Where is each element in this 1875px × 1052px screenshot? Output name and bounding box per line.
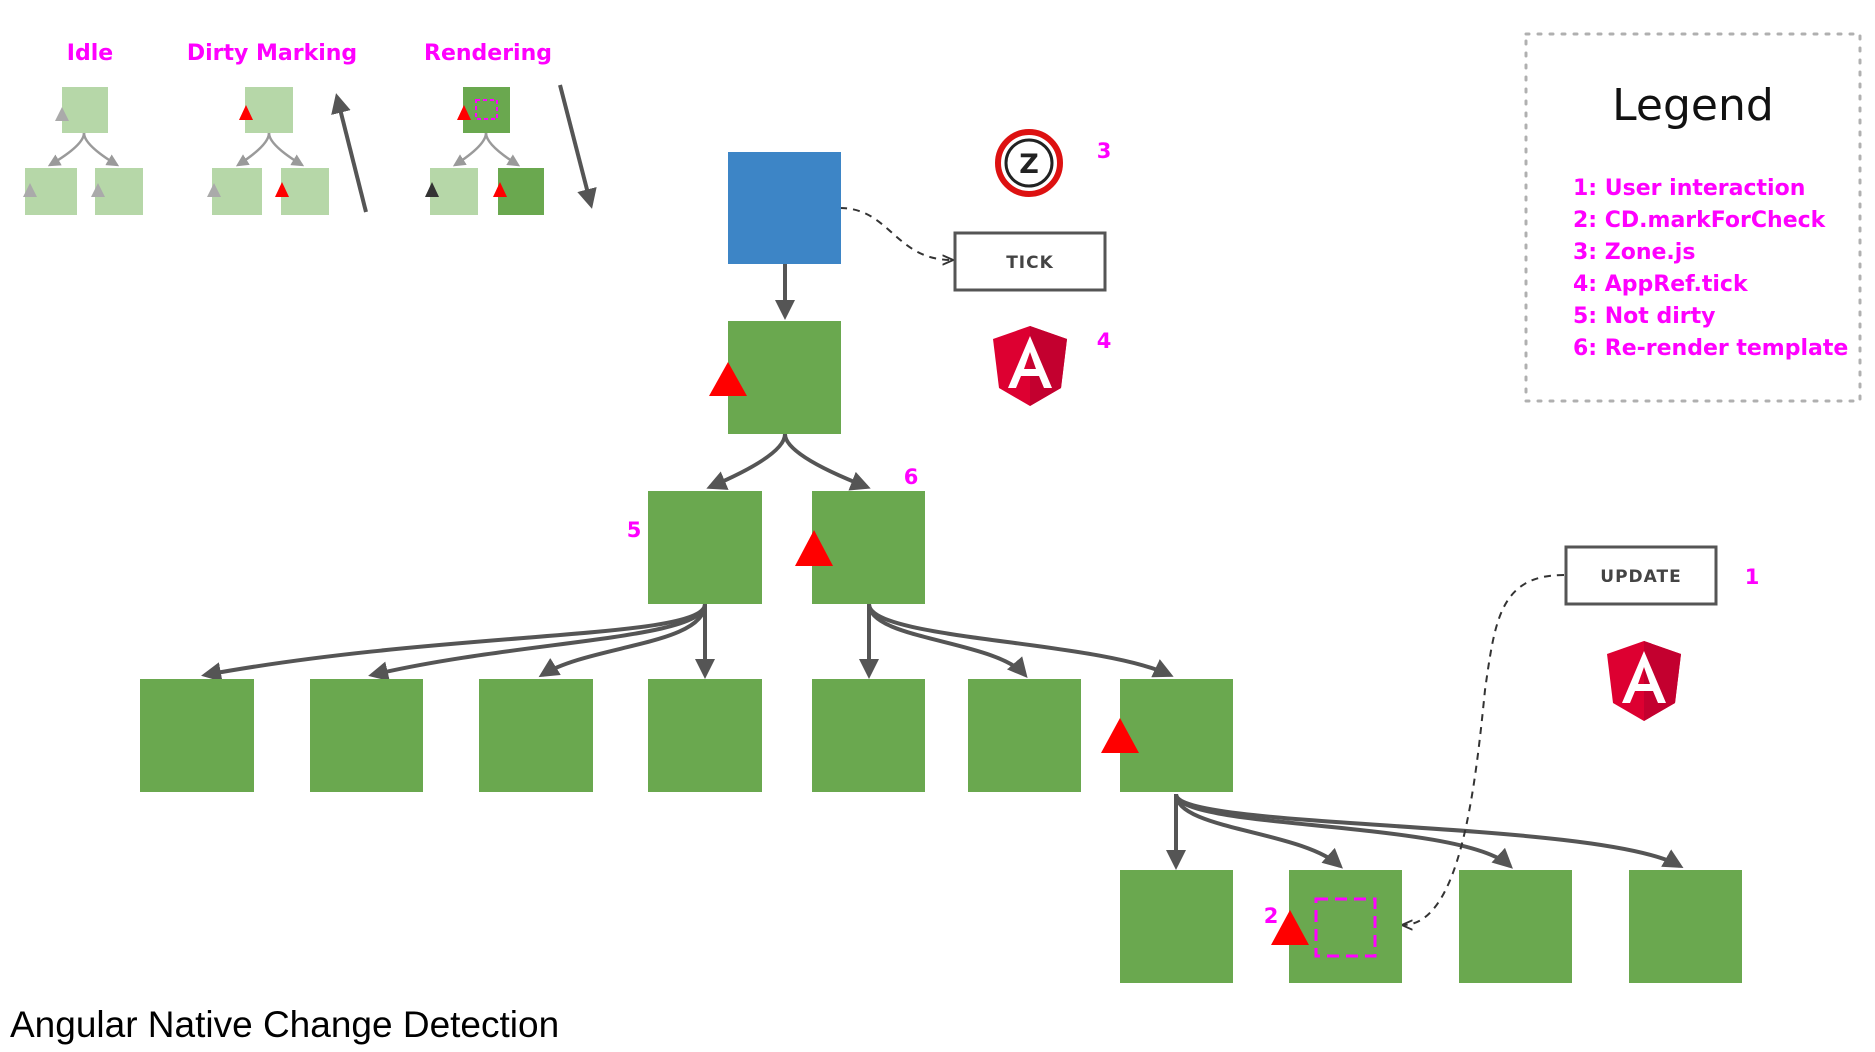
- legend-item: 2: CD.markForCheck: [1573, 208, 1827, 233]
- dirty-marker: [795, 530, 833, 566]
- downward-direction-arrow: [558, 84, 597, 209]
- marker-6: 6: [904, 465, 919, 489]
- stage-dirty-marking: Dirty Marking: [187, 41, 368, 215]
- mini-node: [463, 87, 510, 133]
- grandchild-node: [1629, 870, 1742, 983]
- mini-node: [281, 168, 329, 215]
- legend-frame: [1524, 32, 1862, 403]
- edge: [783, 433, 871, 491]
- angular-icon: [1607, 641, 1681, 721]
- zone-icon: Z: [995, 129, 1063, 197]
- edge: [867, 603, 1028, 679]
- diagram-caption: Angular Native Change Detection: [10, 1004, 559, 1045]
- edge: [867, 603, 1174, 678]
- marker-4: 4: [1097, 329, 1112, 353]
- mini-edge: [82, 132, 120, 167]
- mini-edge: [267, 132, 305, 167]
- mini-marker: [275, 182, 289, 197]
- tick-label: TICK: [1006, 253, 1054, 273]
- app-node: [728, 321, 841, 434]
- mini-node: [245, 87, 293, 133]
- edge: [368, 603, 707, 682]
- legend-title: Legend: [1612, 80, 1774, 131]
- mini-edge: [484, 132, 521, 167]
- mini-marker: [493, 182, 507, 197]
- zone-icon-letter: Z: [1019, 149, 1039, 180]
- dirty-marker: [1101, 718, 1139, 753]
- legend-item: 3: Zone.js: [1573, 240, 1695, 265]
- mini-edge: [452, 132, 488, 167]
- mini-node: [95, 168, 143, 215]
- mini-marker: [55, 107, 69, 121]
- mini-node: [430, 168, 478, 215]
- leaf-node: [648, 679, 762, 792]
- legend: Legend 1: User interaction 2: CD.markFor…: [1524, 32, 1862, 403]
- legend-item: 5: Not dirty: [1573, 304, 1715, 329]
- mini-marker: [425, 182, 439, 197]
- stage-rendering: Rendering: [424, 41, 597, 215]
- stage-title-dirty-marking: Dirty Marking: [187, 41, 357, 66]
- edge: [201, 603, 707, 682]
- angular-icon: [993, 326, 1067, 406]
- mini-marker: [239, 105, 253, 120]
- legend-item: 6: Re-render template: [1573, 336, 1848, 361]
- upward-direction-arrow: [331, 93, 368, 213]
- marker-5: 5: [627, 518, 642, 542]
- legend-item: 4: AppRef.tick: [1573, 272, 1749, 297]
- mini-marker: [457, 105, 471, 120]
- leaf-node: [968, 679, 1081, 792]
- edge: [1174, 793, 1684, 868]
- mini-marker: [91, 183, 105, 197]
- mini-edge: [235, 132, 271, 167]
- leaf-node: [310, 679, 423, 792]
- update-label: UPDATE: [1600, 567, 1681, 587]
- mini-edge: [47, 132, 86, 167]
- edge: [706, 433, 787, 490]
- mini-node: [212, 168, 262, 215]
- legend-item: 1: User interaction: [1573, 176, 1805, 201]
- edge: [538, 603, 707, 678]
- child-node-dirty: [812, 491, 925, 604]
- grandchild-node: [1120, 870, 1233, 983]
- stage-title-idle: Idle: [67, 41, 113, 66]
- mini-marker: [23, 183, 37, 197]
- stage-idle: Idle: [23, 41, 143, 215]
- stage-title-rendering: Rendering: [424, 41, 552, 66]
- mini-node: [62, 87, 108, 133]
- dashed-connector-to-tick: [839, 207, 952, 260]
- dirty-marker: [1271, 910, 1309, 945]
- dirty-dashed-box: [1314, 897, 1377, 958]
- tree-edges: [201, 264, 1684, 870]
- leaf-node: [812, 679, 925, 792]
- marker-2: 2: [1264, 904, 1279, 928]
- tick-box: TICK: [953, 231, 1107, 292]
- dashed-connector-from-update: [1403, 574, 1565, 925]
- update-box: UPDATE: [1564, 545, 1718, 606]
- leaf-node: [479, 679, 593, 792]
- grandchild-node: [1459, 870, 1572, 983]
- grandchild-node-updated: [1289, 870, 1402, 983]
- child-node-not-dirty: [648, 491, 762, 604]
- marker-1: 1: [1745, 565, 1760, 589]
- mini-marker: [207, 183, 221, 197]
- root-node: [728, 152, 841, 264]
- mini-node: [498, 168, 544, 215]
- mini-dirty-dashed-box: [475, 99, 498, 120]
- dirty-marker: [709, 362, 747, 396]
- edge: [1174, 793, 1343, 869]
- leaf-node: [140, 679, 254, 792]
- leaf-node-dirty: [1120, 679, 1233, 792]
- marker-3: 3: [1097, 139, 1112, 163]
